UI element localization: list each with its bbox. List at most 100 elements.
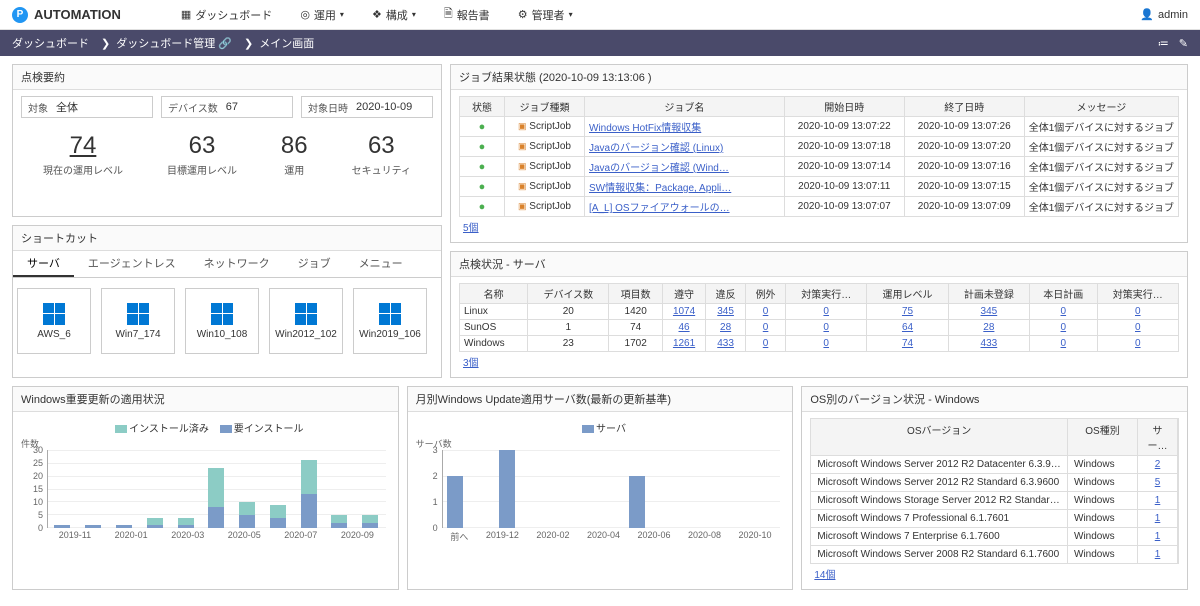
tab-server[interactable]: サーバ <box>13 251 74 277</box>
chart2-area: 前へ2019-122020-022020-042020-062020-08202… <box>416 450 785 542</box>
nav-dashboard[interactable]: ▦ダッシュボード <box>181 5 272 24</box>
nav-admin[interactable]: ⚙管理者▾ <box>518 5 573 24</box>
brand-text: AUTOMATION <box>34 7 121 22</box>
job-link[interactable]: Windows HotFix情報収集 <box>589 123 701 134</box>
status-ok-icon: ● <box>479 141 486 153</box>
table-row[interactable]: ● ▣ ScriptJob [A_L] OSファイアウォールの… 2020-10… <box>460 197 1179 217</box>
shortcut-item[interactable]: Win2012_102 <box>269 288 343 354</box>
table-row[interactable]: ● ▣ ScriptJob SW情報収集：Package, Appli… 202… <box>460 177 1179 197</box>
chart2-title: 月別Windows Update適用サーバ数(最新の更新基準) <box>408 387 793 412</box>
table-row[interactable]: ● ▣ ScriptJob Javaのバージョン確認 (Wind… 2020-1… <box>460 157 1179 177</box>
tab-network[interactable]: ネットワーク <box>190 251 284 277</box>
chart2-panel: 月別Windows Update適用サーバ数(最新の更新基準) サーバ サーバ数… <box>407 386 794 590</box>
windows-icon <box>379 303 401 325</box>
tab-job[interactable]: ジョブ <box>284 251 345 277</box>
table-row[interactable]: Microsoft Windows Server 2012 R2 Datacen… <box>810 456 1179 474</box>
table-row[interactable]: Microsoft Windows 7 Enterprise 6.1.7600W… <box>810 528 1179 546</box>
table-row[interactable]: Microsoft Windows Server 2008 R2 Standar… <box>810 546 1179 564</box>
shortcut-item[interactable]: AWS_6 <box>17 288 91 354</box>
jobs-panel: ジョブ結果状態 (2020-10-09 13:13:06 ) 状態 ジョブ種類 … <box>450 64 1188 243</box>
shortcut-panel: ショートカット サーバ エージェントレス ネットワーク ジョブ メニュー AWS… <box>12 225 442 378</box>
chevron-down-icon: ▾ <box>412 10 416 19</box>
windows-icon <box>211 303 233 325</box>
script-icon: ▣ <box>518 181 527 191</box>
windows-icon <box>43 303 65 325</box>
table-row[interactable]: ● ▣ ScriptJob Javaのバージョン確認 (Linux) 2020-… <box>460 137 1179 157</box>
job-link[interactable]: Javaのバージョン確認 (Wind… <box>589 163 729 174</box>
status-ok-icon: ● <box>479 201 486 213</box>
script-icon: ▣ <box>518 161 527 171</box>
os-versions-panel: OS別のバージョン状況 - Windows OSバージョン OS種別 サー… M… <box>801 386 1188 590</box>
logo: P AUTOMATION <box>12 7 121 23</box>
document-icon: 🗎 <box>444 5 453 24</box>
metric-target-level: 63目標運用レベル <box>167 132 237 177</box>
os-versions-count[interactable]: 14個 <box>810 564 1179 583</box>
devices-field: デバイス数67 <box>161 96 293 118</box>
tab-agentless[interactable]: エージェントレス <box>74 251 190 277</box>
jobs-title: ジョブ結果状態 (2020-10-09 13:13:06 ) <box>451 65 1187 90</box>
summary-title: 点検要約 <box>13 65 441 90</box>
user-menu[interactable]: 👤admin <box>1140 8 1188 21</box>
target-field: 対象全体 <box>21 96 153 118</box>
tab-menu[interactable]: メニュー <box>345 251 417 277</box>
chevron-down-icon: ▾ <box>340 10 344 19</box>
table-row[interactable]: Microsoft Windows 7 Professional 6.1.760… <box>810 510 1179 528</box>
metric-security: 63セキュリティ <box>352 132 411 177</box>
crumb-3: メイン画面 <box>259 35 314 51</box>
status-ok-icon: ● <box>479 121 486 133</box>
script-icon: ▣ <box>518 141 527 151</box>
table-row[interactable]: Microsoft Windows Server 2012 R2 Standar… <box>810 474 1179 492</box>
windows-icon <box>295 303 317 325</box>
chart1-panel: Windows重要更新の適用状況 インストール済み 要インストール 件数 201… <box>12 386 399 590</box>
jobs-count[interactable]: 5個 <box>459 217 1179 236</box>
chart1-title: Windows重要更新の適用状況 <box>13 387 398 412</box>
summary-panel: 点検要約 対象全体 デバイス数67 対象日時2020-10-09 74現在の運用… <box>12 64 442 217</box>
os-versions-title: OS別のバージョン状況 - Windows <box>802 387 1187 412</box>
grid-icon: ▦ <box>181 8 191 21</box>
crumb-2[interactable]: ダッシュボード管理 🔗 <box>116 35 232 51</box>
table-row[interactable]: ● ▣ ScriptJob Windows HotFix情報収集 2020-10… <box>460 117 1179 137</box>
breadcrumb: ダッシュボード ❯ ダッシュボード管理 🔗 ❯ メイン画面 ≔ ✎ <box>0 30 1200 56</box>
table-row[interactable]: SunOS174462800642800 <box>460 320 1179 336</box>
status-ok-icon: ● <box>479 161 486 173</box>
server-status-title: 点検状況 - サーバ <box>451 252 1187 277</box>
target-icon: ◎ <box>300 8 310 21</box>
user-icon: 👤 <box>1140 8 1154 21</box>
table-row[interactable]: Linux2014201074345007534500 <box>460 304 1179 320</box>
server-status-count[interactable]: 3個 <box>459 352 1179 371</box>
server-status-panel: 点検状況 - サーバ 名称デバイス数項目数遵守違反例外対策実行…運用レベル計画未… <box>450 251 1188 378</box>
jobs-table: 状態 ジョブ種類 ジョブ名 開始日時 終了日時 メッセージ ● ▣ Script… <box>459 96 1179 217</box>
logo-icon: P <box>12 7 28 23</box>
list-icon[interactable]: ≔ <box>1158 37 1169 50</box>
status-ok-icon: ● <box>479 181 486 193</box>
edit-icon[interactable]: ✎ <box>1179 37 1188 50</box>
windows-icon <box>127 303 149 325</box>
script-icon: ▣ <box>518 121 527 131</box>
shortcut-item[interactable]: Win2019_106 <box>353 288 427 354</box>
metric-current-level[interactable]: 74現在の運用レベル <box>43 132 123 177</box>
gear-icon: ⚙ <box>518 8 528 21</box>
shortcut-title: ショートカット <box>13 226 441 251</box>
nav-report[interactable]: 🗎報告書 <box>444 5 490 24</box>
chart2-legend: サーバ <box>416 418 785 437</box>
table-row[interactable]: Microsoft Windows Storage Server 2012 R2… <box>810 492 1179 510</box>
top-nav: ▦ダッシュボード ◎運用▾ ❖構成▾ 🗎報告書 ⚙管理者▾ <box>181 5 573 24</box>
chart1-area: 2019-112020-012020-032020-052020-072020-… <box>21 450 390 542</box>
shortcut-item[interactable]: Win10_108 <box>185 288 259 354</box>
nav-ops[interactable]: ◎運用▾ <box>300 5 344 24</box>
date-field: 対象日時2020-10-09 <box>301 96 433 118</box>
table-row[interactable]: Windows2317021261433007443300 <box>460 336 1179 352</box>
job-link[interactable]: Javaのバージョン確認 (Linux) <box>589 143 723 154</box>
job-link[interactable]: [A_L] OSファイアウォールの… <box>589 203 730 214</box>
script-icon: ▣ <box>518 201 527 211</box>
server-status-table: 名称デバイス数項目数遵守違反例外対策実行…運用レベル計画未登録本日計画対策実行…… <box>459 283 1179 352</box>
chart1-legend: インストール済み 要インストール <box>21 418 390 437</box>
nav-config[interactable]: ❖構成▾ <box>372 5 416 24</box>
shortcut-item[interactable]: Win7_174 <box>101 288 175 354</box>
chevron-down-icon: ▾ <box>569 10 573 19</box>
metric-ops: 86運用 <box>281 132 308 177</box>
crumb-1[interactable]: ダッシュボード <box>12 35 89 51</box>
job-link[interactable]: SW情報収集：Package, Appli… <box>589 183 731 194</box>
os-versions-header: OSバージョン OS種別 サー… <box>810 418 1179 456</box>
link-icon: 🔗 <box>218 38 232 50</box>
